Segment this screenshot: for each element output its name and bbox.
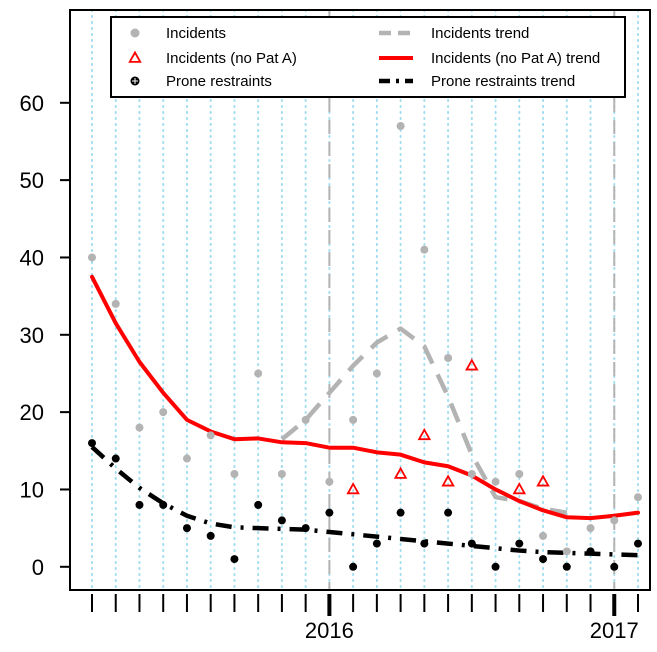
data-points [88,122,642,571]
data-point [135,423,144,432]
data-point [586,547,595,556]
data-point-triangle [417,427,432,441]
data-point [444,508,453,517]
data-point [135,500,144,509]
data-point [586,524,595,533]
data-point-triangle [512,482,527,495]
legend-box [110,16,626,98]
data-point [610,516,619,525]
y-tick-label: 10 [20,477,44,502]
data-point [444,354,453,362]
legend-label: Incidents trend [431,25,529,42]
data-point [634,493,642,502]
data-point [562,547,571,556]
plot-frame [69,9,651,591]
data-point [182,454,191,463]
data-point [88,439,96,448]
data-point [610,562,619,571]
data-point [277,516,286,525]
data-point [301,524,310,533]
x-tick-label: 2016 [305,618,354,643]
data-point [325,477,334,486]
data-point-triangle [536,474,550,487]
data-point [182,524,191,533]
legend-label: Prone restraints trend [431,73,575,90]
data-point [491,562,500,571]
legend-label: Incidents (no Pat A) trend [431,50,600,67]
legend-label: Incidents [166,25,226,42]
data-point [159,408,168,417]
trend-line [90,445,639,558]
data-point [396,122,405,130]
plot-border [69,9,651,591]
data-point [301,415,310,424]
axes: 0 10 20 30 40 50 60 2016 2017 [20,91,639,643]
trend-lines [90,274,640,558]
data-point [325,508,334,517]
data-point [539,531,548,540]
data-point [111,454,120,463]
data-point [515,539,524,548]
legend: Incidents Incidents (no Pat A) Prone restr… [110,16,626,98]
data-point [349,415,358,424]
data-point [420,245,429,254]
data-point [254,369,263,378]
data-point [562,562,571,571]
legend-label: Prone restraints [166,73,272,90]
y-tick-label: 60 [20,91,44,116]
data-point [491,477,500,486]
y-tick-label: 40 [20,245,44,270]
data-point [206,431,215,440]
data-point [372,369,381,378]
y-tick-label: 50 [20,168,44,193]
data-point [515,470,524,478]
data-point [467,470,476,478]
data-point [396,508,405,517]
data-point [467,539,476,548]
x-tick-label: 2017 [590,618,639,643]
data-point [206,531,215,540]
data-point [230,470,239,478]
data-point-triangle [441,474,455,487]
data-point [254,500,263,509]
data-point [159,500,168,509]
data-point-triangle [346,482,360,495]
y-tick-label: 0 [32,555,44,580]
data-point [111,299,120,308]
year-marker-lines [328,10,616,590]
data-point [230,555,239,564]
data-point [372,539,381,548]
data-point [420,539,429,548]
legend-symbol [128,50,142,63]
legend-symbol [130,28,140,38]
data-point [539,555,548,564]
legend-label: Incidents (no Pat A) [166,50,297,67]
y-tick-label: 20 [20,400,44,425]
data-point [349,562,358,571]
data-point [88,253,96,262]
trend-line [90,274,640,521]
data-point [277,470,286,478]
y-tick-label: 30 [20,323,44,348]
data-point [634,539,642,548]
data-point-triangle [465,358,479,371]
data-point-triangle [393,466,408,479]
grid-lines [91,9,639,591]
